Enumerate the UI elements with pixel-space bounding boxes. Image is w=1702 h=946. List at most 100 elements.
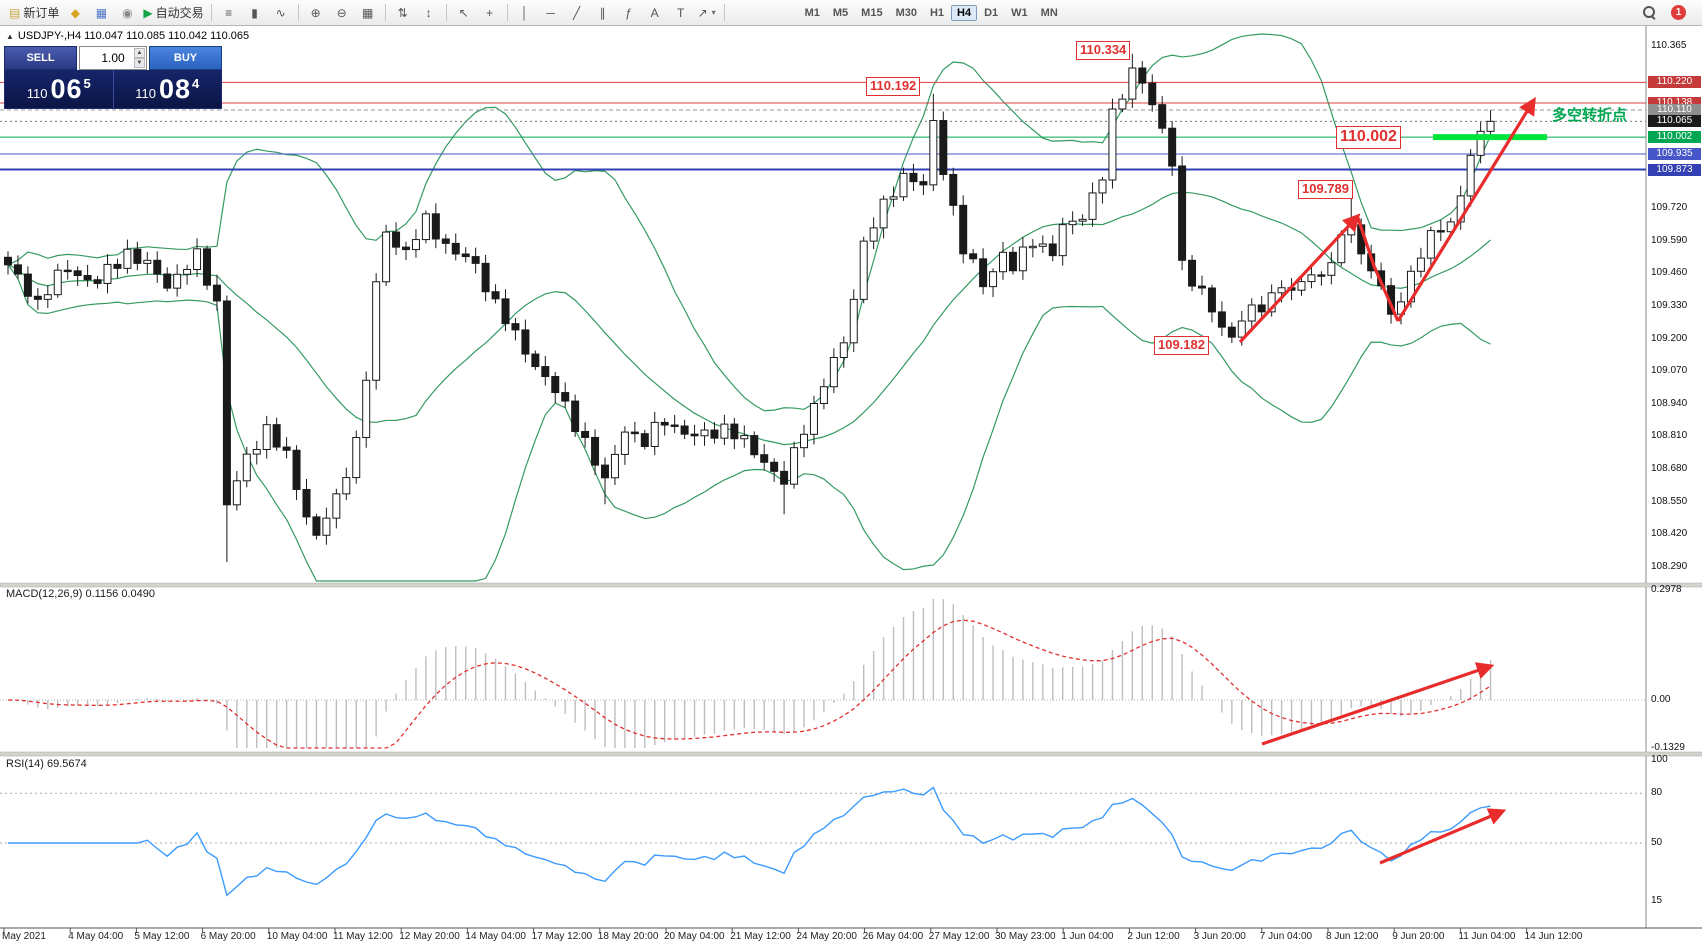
timeframe-m30[interactable]: M30 — [895, 6, 917, 19]
vertical-line-icon[interactable]: │ — [512, 3, 538, 23]
lot-size-input[interactable]: 1.00 ▲ ▼ — [79, 46, 147, 70]
new-order-button-label: 新订单 — [23, 6, 60, 20]
time-label: 7 Jun 04:00 — [1259, 931, 1313, 942]
highlight-segment[interactable] — [1433, 134, 1547, 141]
time-label: 4 May 04:00 — [68, 931, 124, 942]
buy-price[interactable]: 110 08 4 — [112, 70, 222, 108]
price-tick: 109.200 — [1651, 332, 1688, 344]
channel-icon[interactable]: ∥ — [590, 3, 616, 23]
spinner-up-icon[interactable]: ▲ — [134, 48, 145, 58]
data-window-icon[interactable]: ▦ — [88, 3, 114, 23]
price-tag-110.065: 110.065 — [1648, 115, 1701, 128]
buy-button[interactable]: BUY — [149, 46, 222, 70]
navigator-icon[interactable]: ◉ — [114, 3, 140, 23]
price-annotation-109.182[interactable]: 109.182 — [1154, 336, 1209, 355]
price-tick: 108.940 — [1651, 397, 1688, 409]
trendline-icon[interactable]: ╱ — [564, 3, 590, 23]
text-tool-icon: A — [650, 5, 659, 20]
trend-arrow[interactable] — [1356, 217, 1400, 322]
price-tick: 108.550 — [1651, 495, 1688, 507]
time-label: 8 Jun 12:00 — [1326, 931, 1379, 942]
tile-windows-icon[interactable]: ▦ — [355, 3, 381, 23]
zoom-out-icon: ⊖ — [336, 5, 347, 20]
timeframe-h1[interactable]: H1 — [929, 6, 945, 19]
crosshair-icon: + — [486, 5, 494, 20]
cursor-icon[interactable]: ↖ — [451, 3, 477, 23]
indicator-list-icon[interactable]: ↕ — [416, 3, 442, 23]
dropdown-caret-icon: ▾ — [711, 8, 716, 17]
price-tick: 109.070 — [1651, 365, 1688, 377]
price-tick: 109.330 — [1651, 299, 1688, 311]
auto-trading-button[interactable]: ▶ 自动交易 — [140, 3, 206, 23]
macd-signal-line — [7, 619, 1491, 749]
time-label: 2 Jun 12:00 — [1127, 931, 1180, 942]
timeframe-d1[interactable]: D1 — [984, 6, 999, 19]
sell-price-prefix: 110 — [26, 85, 48, 101]
crosshair-icon[interactable]: + — [477, 3, 503, 23]
new-order-button[interactable]: ▤ 新订单 — [6, 3, 62, 23]
toolbar: ▤ 新订单 ◆ ▦ ◉ ▶ 自动交易 ≡ ▮ ∿ ⊕ ⊖ ▦ ⇅ ↕ ↖ + │ ─ ╱ ∥ ƒ A T ↗ ▾ M1 M5 M15 M… — [0, 0, 1702, 26]
toolbar-separator — [445, 4, 447, 21]
sell-button[interactable]: SELL — [4, 46, 77, 70]
timeframe-w1[interactable]: W1 — [1011, 6, 1028, 19]
sell-price[interactable]: 110 06 5 — [5, 70, 113, 108]
trend-arrow[interactable] — [1396, 97, 1536, 322]
timeframe-m1[interactable]: M1 — [804, 6, 820, 19]
price-annotation-110.002[interactable]: 110.002 — [1336, 126, 1401, 149]
navigator-icon: ◉ — [122, 5, 133, 20]
time-label: 9 Jun 20:00 — [1392, 931, 1445, 942]
zoom-in-icon[interactable]: ⊕ — [303, 3, 329, 23]
price-annotation-109.789[interactable]: 109.789 — [1298, 180, 1353, 199]
time-label: 5 May 12:00 — [134, 931, 190, 942]
time-label: 21 May 12:00 — [730, 931, 791, 942]
price-annotation-110.192[interactable]: 110.192 — [866, 77, 921, 96]
arrows-tool-icon[interactable]: ↗ ▾ — [694, 3, 720, 23]
fibonacci-icon[interactable]: ƒ — [616, 3, 642, 23]
trend-arrow[interactable] — [1261, 662, 1495, 746]
timeframe-m5[interactable]: M5 — [832, 6, 849, 19]
indicator-list-icon: ↕ — [425, 5, 432, 20]
line-chart-icon[interactable]: ∿ — [268, 3, 294, 23]
text-tool-icon[interactable]: A — [642, 3, 668, 23]
timeframe-m15[interactable]: M15 — [861, 6, 883, 19]
timeframe-mn[interactable]: MN — [1040, 6, 1058, 19]
price-tag-109.873: 109.873 — [1648, 163, 1701, 176]
toolbar-buttons: ▤ 新订单 ◆ ▦ ◉ ▶ 自动交易 ≡ ▮ ∿ ⊕ ⊖ ▦ ⇅ ↕ ↖ + │ ─ ╱ ∥ ƒ A T ↗ ▾ — [6, 3, 729, 23]
market-watch-icon: ◆ — [70, 5, 80, 20]
cursor-icon: ↖ — [458, 5, 469, 20]
turning-point-note[interactable]: 多空转折点 — [1552, 107, 1628, 124]
search-icon[interactable] — [1642, 5, 1657, 20]
horizontal-line-icon[interactable]: ─ — [538, 3, 564, 23]
toolbar-separator — [723, 4, 725, 21]
trend-arrow[interactable] — [1238, 213, 1361, 344]
bar-chart-icon[interactable]: ≡ — [216, 3, 242, 23]
panel-separator[interactable] — [0, 582, 1702, 588]
fibonacci-icon: ƒ — [625, 5, 632, 20]
price-tick: 110.365 — [1651, 40, 1687, 51]
zoom-out-icon[interactable]: ⊖ — [329, 3, 355, 23]
toolbar-separator — [297, 4, 299, 21]
data-window-icon: ▦ — [95, 5, 108, 20]
lot-size-value: 1.00 — [101, 51, 125, 65]
sell-price-big: 06 — [50, 73, 83, 104]
zoom-in-icon: ⊕ — [310, 5, 321, 20]
price-tag-110.220: 110.220 — [1648, 76, 1701, 89]
order-ticket-icon: ▤ — [9, 5, 21, 20]
label-tool-icon[interactable]: T — [668, 3, 694, 23]
timeframe-h4[interactable]: H4 — [951, 4, 978, 21]
spinner-down-icon[interactable]: ▼ — [134, 58, 145, 68]
trend-arrow[interactable] — [1379, 808, 1507, 865]
time-label: 11 May 12:00 — [333, 931, 393, 942]
notification-badge[interactable]: 1 — [1671, 5, 1686, 20]
candlestick-chart-icon[interactable]: ▮ — [242, 3, 268, 23]
price-annotation-110.334[interactable]: 110.334 — [1076, 41, 1131, 60]
rsi-axis-value: 100 — [1651, 754, 1668, 765]
arrange-windows-icon[interactable]: ⇅ — [390, 3, 416, 23]
candlestick-chart-icon: ▮ — [251, 5, 258, 20]
price-tag-109.935: 109.935 — [1648, 147, 1701, 160]
panel-separator[interactable] — [0, 751, 1702, 757]
buy-price-sup: 4 — [192, 75, 200, 91]
market-watch-icon[interactable]: ◆ — [62, 3, 88, 23]
